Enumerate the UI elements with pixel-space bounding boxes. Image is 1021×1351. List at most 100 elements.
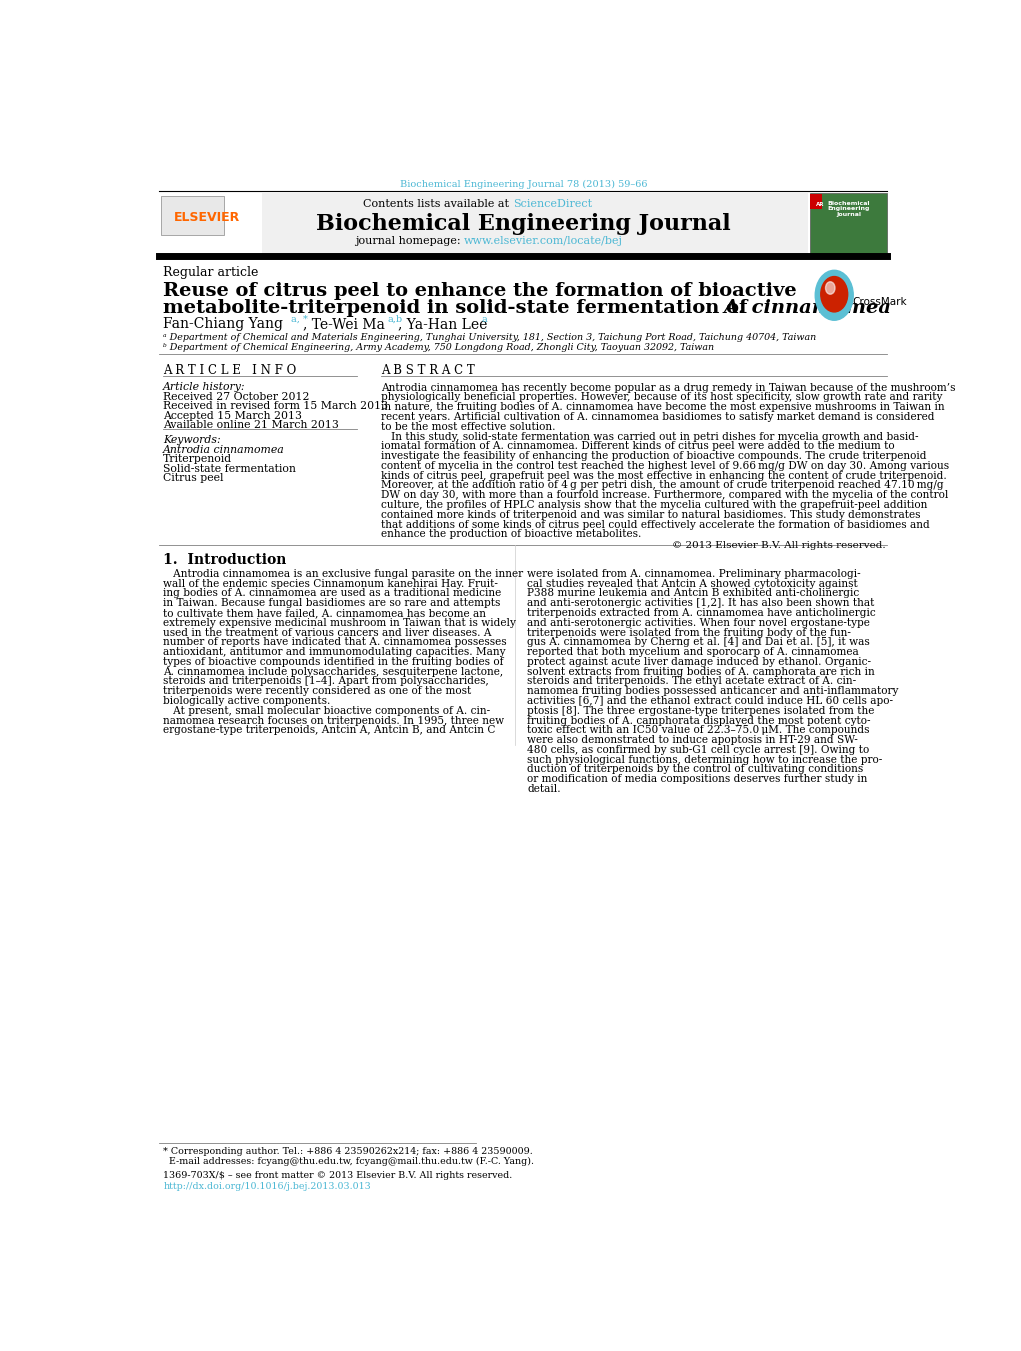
Text: types of bioactive compounds identified in the fruiting bodies of: types of bioactive compounds identified … — [163, 657, 503, 667]
Circle shape — [815, 270, 854, 320]
Text: and anti-serotonergic activities [1,2]. It has also been shown that: and anti-serotonergic activities [1,2]. … — [527, 598, 875, 608]
Text: ScienceDirect: ScienceDirect — [513, 199, 592, 208]
Text: ᵇ Department of Chemical Engineering, Army Academy, 750 Longdong Road, Zhongli C: ᵇ Department of Chemical Engineering, Ar… — [163, 343, 715, 353]
Text: in Taiwan. Because fungal basidiomes are so rare and attempts: in Taiwan. Because fungal basidiomes are… — [163, 598, 500, 608]
Text: Antrodia cinnamomea is an exclusive fungal parasite on the inner: Antrodia cinnamomea is an exclusive fung… — [163, 569, 524, 578]
Text: cal studies revealed that Antcin A showed cytotoxicity against: cal studies revealed that Antcin A showe… — [527, 578, 858, 589]
Text: AR: AR — [816, 201, 825, 207]
Text: CrossMark: CrossMark — [853, 296, 907, 307]
Text: or modification of media compositions deserves further study in: or modification of media compositions de… — [527, 774, 868, 784]
Text: E-mail addresses: fcyang@thu.edu.tw, fcyang@mail.thu.edu.tw (F.-C. Yang).: E-mail addresses: fcyang@thu.edu.tw, fcy… — [163, 1156, 534, 1166]
Text: triterpenoids extracted from A. cinnamomea have anticholinergic: triterpenoids extracted from A. cinnamom… — [527, 608, 876, 617]
Text: namomea fruiting bodies possessed anticancer and anti-inflammatory: namomea fruiting bodies possessed antica… — [527, 686, 898, 696]
Text: steroids and triterpenoids. The ethyl acetate extract of A. cin-: steroids and triterpenoids. The ethyl ac… — [527, 677, 857, 686]
Text: recent years. Artificial cultivation of A. cinnamomea basidiomes to satisfy mark: recent years. Artificial cultivation of … — [381, 412, 934, 422]
Circle shape — [821, 277, 847, 312]
Text: Contents lists available at: Contents lists available at — [363, 199, 513, 208]
Text: a: a — [481, 315, 487, 324]
Text: in nature, the fruiting bodies of A. cinnamomea have become the most expensive m: in nature, the fruiting bodies of A. cin… — [381, 403, 944, 412]
Text: Available online 21 March 2013: Available online 21 March 2013 — [163, 420, 339, 430]
Text: In this study, solid-state fermentation was carried out in petri dishes for myce: In this study, solid-state fermentation … — [381, 431, 918, 442]
Text: 1369-703X/$ – see front matter © 2013 Elsevier B.V. All rights reserved.: 1369-703X/$ – see front matter © 2013 El… — [163, 1171, 513, 1181]
Text: Received in revised form 15 March 2013: Received in revised form 15 March 2013 — [163, 401, 388, 412]
Text: namomea research focuses on triterpenoids. In 1995, three new: namomea research focuses on triterpenoid… — [163, 716, 504, 725]
Text: triterpenoids were isolated from the fruiting body of the fun-: triterpenoids were isolated from the fru… — [527, 627, 852, 638]
Text: www.elsevier.com/locate/bej: www.elsevier.com/locate/bej — [464, 236, 623, 246]
Text: to be the most effective solution.: to be the most effective solution. — [381, 422, 555, 432]
Text: physiologically beneficial properties. However, because of its host specificity,: physiologically beneficial properties. H… — [381, 392, 942, 403]
FancyBboxPatch shape — [811, 195, 822, 209]
Text: protect against acute liver damage induced by ethanol. Organic-: protect against acute liver damage induc… — [527, 657, 871, 667]
Text: antioxidant, antitumor and immunomodulating capacities. Many: antioxidant, antitumor and immunomodulat… — [163, 647, 505, 657]
Text: Biochemical
Engineering
Journal: Biochemical Engineering Journal — [827, 200, 870, 218]
Text: Citrus peel: Citrus peel — [163, 473, 224, 484]
Text: iomatal formation of A. cinnamomea. Different kinds of citrus peel were added to: iomatal formation of A. cinnamomea. Diff… — [381, 442, 894, 451]
Text: journal homepage:: journal homepage: — [354, 236, 464, 246]
Text: activities [6,7] and the ethanol extract could induce HL 60 cells apo-: activities [6,7] and the ethanol extract… — [527, 696, 893, 707]
Text: 480 cells, as confirmed by sub-G1 cell cycle arrest [9]. Owing to: 480 cells, as confirmed by sub-G1 cell c… — [527, 744, 870, 755]
Text: toxic effect with an IC50 value of 22.3–75.0 μM. The compounds: toxic effect with an IC50 value of 22.3–… — [527, 725, 870, 735]
Circle shape — [826, 282, 835, 295]
Text: were also demonstrated to induce apoptosis in HT-29 and SW-: were also demonstrated to induce apoptos… — [527, 735, 858, 746]
Text: a, *: a, * — [291, 315, 308, 324]
Text: http://dx.doi.org/10.1016/j.bej.2013.03.013: http://dx.doi.org/10.1016/j.bej.2013.03.… — [163, 1182, 371, 1190]
Text: biologically active components.: biologically active components. — [163, 696, 331, 707]
Text: that additions of some kinds of citrus peel could effectively accelerate the for: that additions of some kinds of citrus p… — [381, 520, 929, 530]
Text: contained more kinds of triterpenoid and was similar to natural basidiomes. This: contained more kinds of triterpenoid and… — [381, 509, 920, 520]
Text: * Corresponding author. Tel.: +886 4 23590262x214; fax: +886 4 23590009.: * Corresponding author. Tel.: +886 4 235… — [163, 1147, 533, 1156]
Text: Moreover, at the addition ratio of 4 g per petri dish, the amount of crude trite: Moreover, at the addition ratio of 4 g p… — [381, 481, 943, 490]
Text: A B S T R A C T: A B S T R A C T — [381, 363, 475, 377]
Text: ptosis [8]. The three ergostane-type triterpenes isolated from the: ptosis [8]. The three ergostane-type tri… — [527, 705, 875, 716]
Text: triterpenoids were recently considered as one of the most: triterpenoids were recently considered a… — [163, 686, 472, 696]
Text: gus A. cinnamomea by Cherng et al. [4] and Dai et al. [5], it was: gus A. cinnamomea by Cherng et al. [4] a… — [527, 638, 870, 647]
Text: detail.: detail. — [527, 784, 561, 794]
Text: were isolated from A. cinnamomea. Preliminary pharmacologi-: were isolated from A. cinnamomea. Prelim… — [527, 569, 861, 578]
Text: duction of triterpenoids by the control of cultivating conditions: duction of triterpenoids by the control … — [527, 765, 864, 774]
Text: Accepted 15 March 2013: Accepted 15 March 2013 — [163, 411, 302, 420]
Text: Article history:: Article history: — [163, 381, 246, 392]
Text: solvent extracts from fruiting bodies of A. camphorata are rich in: solvent extracts from fruiting bodies of… — [527, 666, 875, 677]
Text: such physiological functions, determining how to increase the pro-: such physiological functions, determinin… — [527, 755, 882, 765]
Text: used in the treatment of various cancers and liver diseases. A: used in the treatment of various cancers… — [163, 627, 492, 638]
Text: steroids and triterpenoids [1–4]. Apart from polysaccharides,: steroids and triterpenoids [1–4]. Apart … — [163, 677, 489, 686]
Text: A. cinnamomea include polysaccharides, sesquiterpene lactone,: A. cinnamomea include polysaccharides, s… — [163, 666, 503, 677]
Text: ing bodies of A. cinnamomea are used as a traditional medicine: ing bodies of A. cinnamomea are used as … — [163, 589, 501, 598]
Text: P388 murine leukemia and Antcin B exhibited anti-cholinergic: P388 murine leukemia and Antcin B exhibi… — [527, 589, 860, 598]
Text: © 2013 Elsevier B.V. All rights reserved.: © 2013 Elsevier B.V. All rights reserved… — [672, 542, 885, 550]
Text: Keywords:: Keywords: — [163, 435, 221, 444]
Text: to cultivate them have failed, A. cinnamomea has become an: to cultivate them have failed, A. cinnam… — [163, 608, 486, 617]
FancyBboxPatch shape — [159, 193, 809, 254]
FancyBboxPatch shape — [159, 193, 262, 254]
Text: DW on day 30, with more than a fourfold increase. Furthermore, compared with the: DW on day 30, with more than a fourfold … — [381, 490, 949, 500]
Text: Reuse of citrus peel to enhance the formation of bioactive: Reuse of citrus peel to enhance the form… — [163, 282, 796, 300]
Text: extremely expensive medicinal mushroom in Taiwan that is widely: extremely expensive medicinal mushroom i… — [163, 617, 516, 628]
Text: culture, the profiles of HPLC analysis show that the mycelia cultured with the g: culture, the profiles of HPLC analysis s… — [381, 500, 927, 509]
Text: ELSEVIER: ELSEVIER — [174, 211, 240, 224]
Text: 1.  Introduction: 1. Introduction — [163, 554, 287, 567]
Text: Fan-Chiang Yang: Fan-Chiang Yang — [163, 317, 283, 331]
Text: Regular article: Regular article — [163, 266, 258, 280]
Text: a,b: a,b — [387, 315, 402, 324]
Text: kinds of citrus peel, grapefruit peel was the most effective in enhancing the co: kinds of citrus peel, grapefruit peel wa… — [381, 470, 946, 481]
Text: content of mycelia in the control test reached the highest level of 9.66 mg/g DW: content of mycelia in the control test r… — [381, 461, 949, 471]
FancyBboxPatch shape — [161, 196, 225, 235]
Text: ᵃ Department of Chemical and Materials Engineering, Tunghai University, 181, Sec: ᵃ Department of Chemical and Materials E… — [163, 332, 817, 342]
Text: reported that both mycelium and sporocarp of A. cinnamomea: reported that both mycelium and sporocar… — [527, 647, 859, 657]
Text: Biochemical Engineering Journal 78 (2013) 59–66: Biochemical Engineering Journal 78 (2013… — [399, 180, 647, 189]
Text: fruiting bodies of A. camphorata displayed the most potent cyto-: fruiting bodies of A. camphorata display… — [527, 716, 871, 725]
Text: number of reports have indicated that A. cinnamomea possesses: number of reports have indicated that A.… — [163, 638, 506, 647]
Text: Antrodia cinnamomea: Antrodia cinnamomea — [163, 444, 285, 455]
Text: metabolite-triterpenoid in solid-state fermentation of: metabolite-triterpenoid in solid-state f… — [163, 300, 755, 317]
Text: , Te-Wei Ma: , Te-Wei Ma — [303, 317, 385, 331]
Text: wall of the endemic species Cinnamonum kanehirai Hay. Fruit-: wall of the endemic species Cinnamonum k… — [163, 578, 498, 589]
Text: A R T I C L E   I N F O: A R T I C L E I N F O — [163, 363, 296, 377]
Text: At present, small molecular bioactive components of A. cin-: At present, small molecular bioactive co… — [163, 705, 490, 716]
Text: investigate the feasibility of enhancing the production of bioactive compounds. : investigate the feasibility of enhancing… — [381, 451, 926, 461]
Text: enhance the production of bioactive metabolites.: enhance the production of bioactive meta… — [381, 530, 641, 539]
FancyBboxPatch shape — [811, 193, 887, 254]
Text: A. cinnamomea: A. cinnamomea — [724, 300, 891, 317]
Text: Biochemical Engineering Journal: Biochemical Engineering Journal — [315, 213, 731, 235]
Text: Triterpenoid: Triterpenoid — [163, 454, 233, 465]
Text: Solid-state fermentation: Solid-state fermentation — [163, 463, 296, 474]
Text: and anti-serotonergic activities. When four novel ergostane-type: and anti-serotonergic activities. When f… — [527, 617, 870, 628]
